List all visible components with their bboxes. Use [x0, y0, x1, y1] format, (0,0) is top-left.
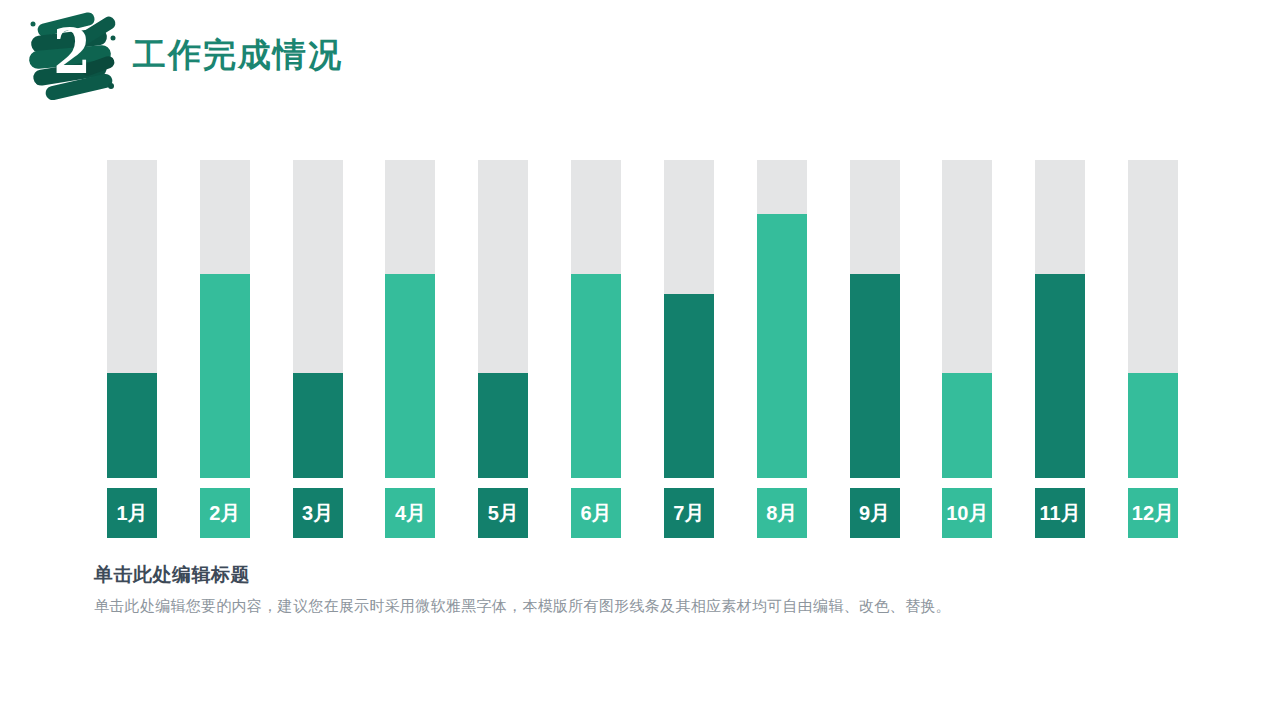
bar-track — [942, 160, 992, 478]
slide: 2 工作完成情况 1月 2月 3月 4月 5月 6月 7月 8月 9月 10月 11月 12月 单击此… — [0, 0, 1280, 720]
month-label: 7月 — [664, 488, 714, 538]
bar-fill — [385, 274, 435, 478]
bar-track — [850, 160, 900, 478]
monthly-bar-chart: 1月 2月 3月 4月 5月 6月 7月 8月 9月 10月 11月 12月 — [107, 160, 1178, 538]
bar-fill — [293, 373, 343, 478]
bar-fill — [1128, 373, 1178, 478]
month-label: 11月 — [1035, 488, 1085, 538]
bar-track — [107, 160, 157, 478]
bar-track — [664, 160, 714, 478]
bar-track — [1035, 160, 1085, 478]
slide-header: 2 工作完成情况 — [25, 8, 343, 100]
month-label: 6月 — [571, 488, 621, 538]
bar-fill — [571, 274, 621, 478]
chart-column-1: 1月 — [107, 160, 157, 538]
month-label: 2月 — [200, 488, 250, 538]
bar-track — [757, 160, 807, 478]
month-label: 8月 — [757, 488, 807, 538]
chart-column-4: 4月 — [385, 160, 435, 538]
bar-track — [1128, 160, 1178, 478]
month-label: 1月 — [107, 488, 157, 538]
caption-block: 单击此处编辑标题 单击此处编辑您要的内容，建议您在展示时采用微软雅黑字体，本模版… — [94, 562, 1186, 615]
bar-fill — [1035, 274, 1085, 478]
bar-track — [200, 160, 250, 478]
bar-track — [293, 160, 343, 478]
section-number: 2 — [53, 21, 91, 83]
bar-fill — [664, 294, 714, 478]
bar-fill — [850, 274, 900, 478]
month-label: 12月 — [1128, 488, 1178, 538]
chart-column-12: 12月 — [1128, 160, 1178, 538]
month-label: 9月 — [850, 488, 900, 538]
chart-column-8: 8月 — [757, 160, 807, 538]
page-title: 工作完成情况 — [133, 38, 343, 71]
bar-fill — [107, 373, 157, 478]
month-label: 3月 — [293, 488, 343, 538]
chart-column-11: 11月 — [1035, 160, 1085, 538]
caption-paragraph: 单击此处编辑您要的内容，建议您在展示时采用微软雅黑字体，本模版所有图形线条及其相… — [94, 596, 1186, 616]
chart-column-7: 7月 — [664, 160, 714, 538]
month-label: 5月 — [478, 488, 528, 538]
bar-fill — [942, 373, 992, 478]
chart-column-2: 2月 — [200, 160, 250, 538]
chart-column-10: 10月 — [942, 160, 992, 538]
section-number-badge: 2 — [25, 8, 119, 100]
chart-column-3: 3月 — [293, 160, 343, 538]
bar-track — [571, 160, 621, 478]
bar-fill — [757, 214, 807, 478]
month-label: 10月 — [942, 488, 992, 538]
chart-column-5: 5月 — [478, 160, 528, 538]
month-label: 4月 — [385, 488, 435, 538]
chart-column-9: 9月 — [850, 160, 900, 538]
bar-fill — [478, 373, 528, 478]
bar-fill — [200, 274, 250, 478]
bar-track — [478, 160, 528, 478]
chart-column-6: 6月 — [571, 160, 621, 538]
bar-track — [385, 160, 435, 478]
caption-heading: 单击此处编辑标题 — [94, 562, 1186, 589]
